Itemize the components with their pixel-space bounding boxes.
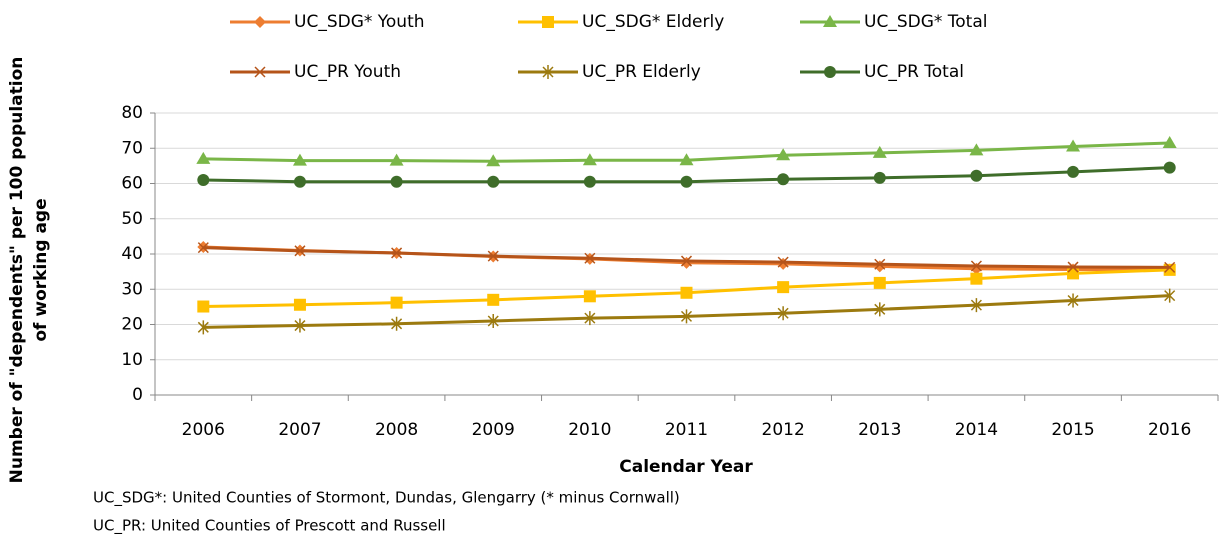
y-tick-label: 60: [121, 174, 143, 194]
legend-label: UC_SDG* Total: [864, 12, 987, 32]
marker: [293, 175, 306, 188]
marker: [776, 148, 791, 161]
x-tick-label: 2007: [278, 420, 321, 440]
marker: [1163, 161, 1176, 174]
y-axis-title: Number of "dependents" per 100 populatio…: [7, 57, 51, 484]
y-tick-label: 70: [121, 138, 143, 158]
marker: [1067, 261, 1079, 273]
marker: [254, 16, 266, 28]
marker: [542, 65, 554, 79]
marker: [583, 175, 596, 188]
marker: [680, 175, 693, 188]
y-tick-label: 20: [121, 315, 143, 335]
marker: [197, 320, 209, 335]
marker: [680, 256, 693, 269]
marker: [294, 318, 306, 333]
marker: [584, 311, 596, 326]
legend-label: UC_PR Youth: [294, 62, 401, 82]
marker: [542, 16, 554, 28]
marker: [872, 145, 887, 158]
x-tick-label: 2009: [472, 420, 515, 440]
marker: [293, 298, 306, 311]
marker: [1164, 288, 1176, 303]
marker: [777, 306, 789, 321]
x-tick-label: 2010: [568, 420, 611, 440]
x-axis-title: Calendar Year: [619, 457, 753, 477]
x-tick-label: 2013: [858, 420, 901, 440]
marker: [391, 316, 403, 331]
marker: [777, 256, 789, 268]
legend-label: UC_PR Elderly: [582, 62, 701, 82]
marker: [292, 153, 307, 166]
x-tick-label: 2014: [955, 420, 998, 440]
marker: [970, 272, 983, 285]
marker: [680, 255, 693, 267]
legend-label: UC_PR Total: [864, 62, 964, 82]
x-tick-label: 2006: [182, 420, 225, 440]
legend-label: UC_SDG* Youth: [294, 12, 425, 32]
marker: [969, 143, 984, 156]
marker: [873, 171, 886, 184]
marker: [824, 66, 836, 78]
marker: [874, 302, 886, 317]
marker: [487, 175, 500, 188]
marker: [970, 260, 982, 272]
marker: [1164, 261, 1176, 273]
marker: [1163, 263, 1176, 276]
marker: [823, 15, 837, 27]
marker: [777, 173, 790, 186]
marker: [486, 154, 501, 167]
marker: [584, 252, 596, 264]
x-tick-label: 2016: [1148, 420, 1191, 440]
marker: [873, 260, 886, 273]
y-tick-label: 40: [121, 244, 143, 264]
marker: [874, 258, 886, 270]
marker: [680, 309, 693, 324]
marker: [196, 151, 211, 164]
marker: [970, 298, 982, 313]
y-tick-label: 10: [121, 350, 143, 370]
marker: [777, 281, 790, 294]
marker: [1162, 135, 1177, 148]
y-axis-title-line: of working age: [31, 198, 51, 341]
marker: [583, 290, 596, 303]
marker: [254, 66, 266, 78]
marker: [389, 153, 404, 166]
legend-label: UC_SDG* Elderly: [582, 12, 724, 32]
marker: [390, 175, 403, 188]
x-tick-label: 2011: [665, 420, 708, 440]
marker: [197, 173, 210, 186]
marker: [487, 250, 499, 262]
x-tick-label: 2012: [762, 420, 805, 440]
marker: [294, 245, 306, 257]
marker: [679, 153, 694, 166]
marker: [1067, 165, 1080, 178]
marker: [487, 313, 499, 328]
marker: [970, 169, 983, 182]
y-tick-label: 50: [121, 209, 143, 229]
marker: [1066, 139, 1081, 152]
marker: [391, 247, 403, 259]
marker: [582, 153, 597, 166]
footnote: UC_PR: United Counties of Prescott and R…: [93, 517, 446, 536]
y-tick-label: 80: [121, 103, 143, 123]
x-tick-label: 2008: [375, 420, 418, 440]
footnote: UC_SDG*: United Counties of Stormont, Du…: [93, 489, 680, 508]
x-tick-label: 2015: [1051, 420, 1094, 440]
y-axis-title-line: Number of "dependents" per 100 populatio…: [7, 57, 27, 484]
marker: [777, 257, 790, 270]
marker: [487, 293, 500, 306]
y-tick-label: 30: [121, 279, 143, 299]
marker: [873, 276, 886, 289]
marker: [680, 286, 693, 299]
marker: [197, 242, 209, 254]
marker: [1067, 293, 1079, 308]
y-tick-label: 0: [132, 385, 143, 405]
marker: [197, 300, 210, 313]
marker: [1067, 267, 1080, 280]
marker: [390, 296, 403, 309]
